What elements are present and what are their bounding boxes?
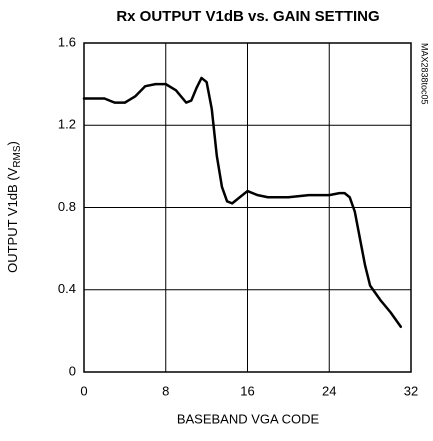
y-label-sub: RMS — [12, 145, 23, 168]
y-axis-label: OUTPUT V1dB (VRMS) — [5, 141, 22, 273]
y-label-part: ) — [5, 141, 20, 145]
x-tick-label: 24 — [322, 383, 336, 398]
line — [82, 76, 403, 329]
x-tick-label: 32 — [404, 383, 418, 398]
chart-title: Rx OUTPUT V1dB vs. GAIN SETTING — [116, 8, 379, 25]
y-tick-label: 0 — [69, 363, 76, 378]
y-tick-label: 1.6 — [58, 34, 76, 49]
x-axis-label: BASEBAND VGA CODE — [177, 411, 320, 426]
plot-frame — [83, 42, 412, 373]
x-tick-label: 8 — [162, 383, 169, 398]
note: MAX2838toc05 — [420, 43, 430, 105]
x-tick-label: 16 — [240, 383, 254, 398]
y-tick-label: 0.4 — [58, 281, 76, 296]
y-tick-label: 1.2 — [58, 117, 76, 132]
y-label-part: OUTPUT V1dB (V — [5, 167, 20, 273]
x-tick-label: 0 — [80, 383, 87, 398]
y-tick-label: 0.8 — [58, 199, 76, 214]
